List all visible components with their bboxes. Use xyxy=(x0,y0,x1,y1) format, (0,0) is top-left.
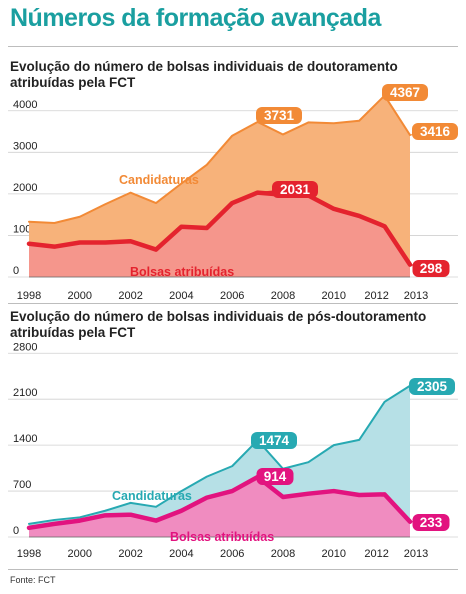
chart-title-doutoramento: Evolução do número de bolsas individuais… xyxy=(10,59,398,90)
value-label-text: 914 xyxy=(264,469,287,484)
value-label-text: 2031 xyxy=(280,182,311,197)
y-tick-label: 2000 xyxy=(13,182,37,194)
series-label-bolsas: Bolsas atribuídas xyxy=(130,265,234,279)
value-label-badge xyxy=(251,432,297,449)
value-label: 298 xyxy=(409,260,450,277)
x-tick-label: 2013 xyxy=(404,548,428,560)
x-tick-label: 2008 xyxy=(271,290,295,300)
line-postdoc-candidaturas xyxy=(28,384,411,525)
area-postdoc-bolsas xyxy=(29,477,410,537)
series-label-candidaturas: Candidaturas xyxy=(119,173,199,187)
x-tick-label: 2000 xyxy=(68,290,92,300)
x-tick-label: 2012 xyxy=(364,290,388,300)
value-label: 4367 xyxy=(382,84,428,101)
x-tick-label: 2002 xyxy=(118,290,142,300)
x-tick-label: 2010 xyxy=(322,290,346,300)
x-tick-label: 2010 xyxy=(322,548,346,560)
value-label-badge xyxy=(256,468,294,485)
y-tick-label: 2100 xyxy=(13,387,37,399)
chart-title-pos-doutoramento: Evolução do número de bolsas individuais… xyxy=(10,309,427,340)
y-tick-label: 2800 xyxy=(13,341,37,353)
line-phd-bolsas xyxy=(26,190,413,267)
y-tick-label: 0 xyxy=(13,525,19,537)
value-label-badge xyxy=(412,514,450,531)
x-tick-label: 2004 xyxy=(169,548,193,560)
value-label: 1474 xyxy=(251,432,297,449)
title-rule xyxy=(8,46,458,47)
postdoc-grants-chart: 0 700 1400 2100 2800 1998 2000 2002 2004 2006 2008… xyxy=(8,341,458,560)
series-label-candidaturas: Candidaturas xyxy=(112,489,192,503)
value-label: 3731 xyxy=(256,107,302,124)
y-tick-label: 3000 xyxy=(13,140,37,152)
value-label-badge xyxy=(256,107,302,124)
series-label-bolsas: Bolsas atribuídas xyxy=(170,530,274,544)
source-note: Fonte: FCT xyxy=(10,575,56,585)
x-tick-label: 2013 xyxy=(404,290,428,300)
value-label: 3416 xyxy=(409,123,458,140)
x-tick-label: 1998 xyxy=(17,548,41,560)
value-label-text: 298 xyxy=(420,261,443,276)
x-tick-label: 2008 xyxy=(271,548,295,560)
value-label-text: 3731 xyxy=(264,108,295,123)
x-tick-label: 2004 xyxy=(169,290,193,300)
value-label-text: 1474 xyxy=(259,433,290,448)
value-label: 2305 xyxy=(409,378,455,395)
value-label-badge xyxy=(412,260,450,277)
page-title: Números da formação avançada xyxy=(10,4,381,32)
value-label-text: 3416 xyxy=(420,124,451,139)
value-label: 233 xyxy=(409,514,450,531)
x-tick-label: 2006 xyxy=(220,548,244,560)
line-postdoc-bolsas xyxy=(26,474,413,531)
y-tick-label: 4000 xyxy=(13,99,37,111)
y-tick-label: 1400 xyxy=(13,433,37,445)
chart-divider xyxy=(8,303,458,304)
value-label-badge xyxy=(412,123,458,140)
value-label-text: 4367 xyxy=(390,85,420,100)
y-tick-label: 0 xyxy=(13,265,19,277)
area-phd-bolsas xyxy=(29,192,410,277)
value-label-badge xyxy=(409,378,455,395)
source-rule xyxy=(8,569,458,570)
x-tick-label: 2002 xyxy=(118,548,142,560)
value-label-badge xyxy=(382,84,428,101)
value-label-text: 2305 xyxy=(417,379,448,394)
value-label-badge xyxy=(272,181,318,198)
x-tick-label: 1998 xyxy=(17,290,41,300)
value-label: 2031 xyxy=(257,181,318,198)
x-tick-label: 2006 xyxy=(220,290,244,300)
line-phd-candidaturas xyxy=(28,94,411,224)
x-tick-label: 2012 xyxy=(364,548,388,560)
x-tick-label: 2000 xyxy=(68,548,92,560)
value-label-text: 233 xyxy=(420,515,443,530)
value-label: 914 xyxy=(256,468,294,485)
y-tick-label: 700 xyxy=(13,479,31,491)
